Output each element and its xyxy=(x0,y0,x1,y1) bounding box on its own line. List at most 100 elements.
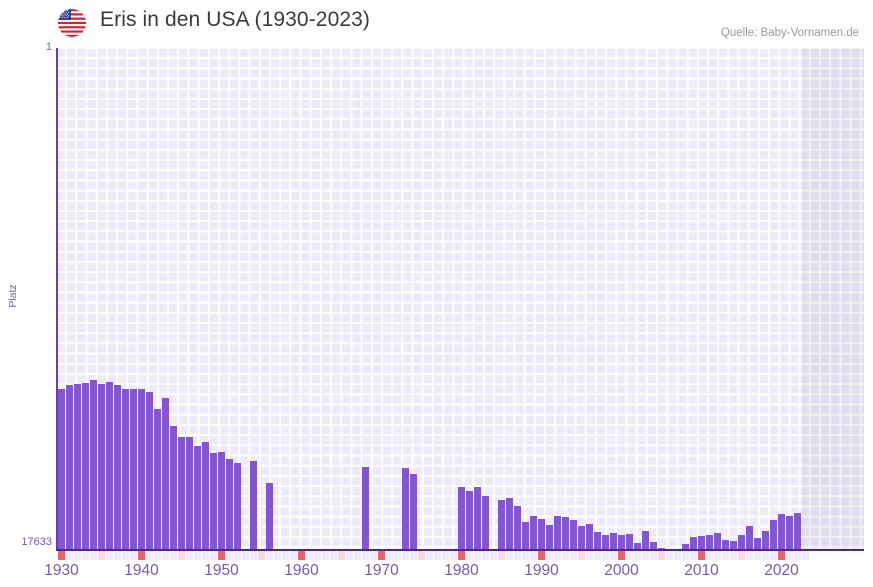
x-tick-1956 xyxy=(266,551,273,560)
bar-1989[interactable] xyxy=(530,516,537,550)
x-axis-label-1990: 1990 xyxy=(524,562,559,579)
bar-1936[interactable] xyxy=(106,382,113,550)
bar-2012[interactable] xyxy=(714,533,721,550)
bar-1973[interactable] xyxy=(402,468,409,550)
bar-1949[interactable] xyxy=(210,453,217,550)
x-tick-2023 xyxy=(802,551,809,560)
bar-1999[interactable] xyxy=(610,533,617,550)
bar-1998[interactable] xyxy=(602,535,609,550)
bar-1933[interactable] xyxy=(82,383,89,550)
bar-1935[interactable] xyxy=(98,384,105,550)
bar-1931[interactable] xyxy=(66,385,73,550)
bar-1945[interactable] xyxy=(178,437,185,550)
bar-1938[interactable] xyxy=(122,389,129,550)
bar-2018[interactable] xyxy=(762,531,769,550)
bar-1986[interactable] xyxy=(506,498,513,550)
bar-1956[interactable] xyxy=(266,483,273,550)
x-axis-label-1940: 1940 xyxy=(124,562,159,579)
bar-1954[interactable] xyxy=(250,461,257,550)
x-tick-2004 xyxy=(650,551,657,560)
x-tick-1985 xyxy=(498,551,505,560)
x-tick-1970 xyxy=(378,551,385,560)
bar-1995[interactable] xyxy=(578,526,585,550)
bar-1937[interactable] xyxy=(114,385,121,550)
bar-1988[interactable] xyxy=(522,522,529,550)
bar-2011[interactable] xyxy=(706,535,713,550)
x-axis-label-1970: 1970 xyxy=(364,562,399,579)
bar-1934[interactable] xyxy=(90,380,97,550)
bar-1981[interactable] xyxy=(466,491,473,550)
x-tick-1961 xyxy=(306,551,313,560)
bar-1985[interactable] xyxy=(498,500,505,550)
x-tick-1951 xyxy=(226,551,233,560)
x-tick-2000 xyxy=(618,551,625,560)
bar-2014[interactable] xyxy=(730,541,737,550)
bar-1974[interactable] xyxy=(410,474,417,550)
x-tick-1997 xyxy=(594,551,601,560)
bar-2016[interactable] xyxy=(746,526,753,550)
bar-2002[interactable] xyxy=(634,543,641,550)
bar-1951[interactable] xyxy=(226,459,233,550)
bar-1940[interactable] xyxy=(138,389,145,550)
bar-1987[interactable] xyxy=(514,506,521,550)
bar-1932[interactable] xyxy=(74,384,81,550)
x-tick-1932 xyxy=(74,551,81,560)
x-tick-1934 xyxy=(90,551,97,560)
bar-1944[interactable] xyxy=(170,426,177,550)
bar-1993[interactable] xyxy=(562,517,569,550)
bar-2015[interactable] xyxy=(738,535,745,550)
x-tick-2006 xyxy=(666,551,673,560)
bar-1982[interactable] xyxy=(474,487,481,550)
x-tick-1995 xyxy=(578,551,585,560)
bar-2021[interactable] xyxy=(786,516,793,550)
x-tick-1950 xyxy=(218,551,225,560)
us-flag-icon xyxy=(58,9,86,37)
x-tick-1933 xyxy=(82,551,89,560)
bar-1990[interactable] xyxy=(538,519,545,550)
x-tick-1999 xyxy=(610,551,617,560)
bar-2009[interactable] xyxy=(690,537,697,550)
bar-2013[interactable] xyxy=(722,540,729,550)
x-tick-1980 xyxy=(458,551,465,560)
bar-1946[interactable] xyxy=(186,437,193,550)
x-tick-1969 xyxy=(370,551,377,560)
bar-1947[interactable] xyxy=(194,446,201,550)
bar-2017[interactable] xyxy=(754,538,761,550)
bar-2010[interactable] xyxy=(698,536,705,550)
bar-1952[interactable] xyxy=(234,463,241,550)
bar-1942[interactable] xyxy=(154,409,161,550)
x-tick-1962 xyxy=(314,551,321,560)
bar-1930[interactable] xyxy=(58,389,65,550)
bar-1994[interactable] xyxy=(570,520,577,550)
bar-2022[interactable] xyxy=(794,513,801,550)
bar-1941[interactable] xyxy=(146,392,153,550)
x-axis-tick-strip xyxy=(56,551,864,560)
bar-1992[interactable] xyxy=(554,516,561,550)
x-tick-2009 xyxy=(690,551,697,560)
bar-1997[interactable] xyxy=(594,532,601,550)
x-tick-1975 xyxy=(418,551,425,560)
bar-1948[interactable] xyxy=(202,442,209,550)
bar-2004[interactable] xyxy=(650,542,657,550)
bar-2019[interactable] xyxy=(770,520,777,550)
bar-1996[interactable] xyxy=(586,524,593,550)
bar-1939[interactable] xyxy=(130,389,137,550)
bar-1980[interactable] xyxy=(458,487,465,550)
x-tick-1971 xyxy=(386,551,393,560)
bar-2020[interactable] xyxy=(778,514,785,550)
bar-1950[interactable] xyxy=(218,452,225,550)
bar-2000[interactable] xyxy=(618,535,625,550)
bar-2001[interactable] xyxy=(626,534,633,550)
x-tick-1957 xyxy=(274,551,281,560)
x-tick-2021 xyxy=(786,551,793,560)
x-tick-2019 xyxy=(770,551,777,560)
bar-2003[interactable] xyxy=(642,531,649,550)
bar-2008[interactable] xyxy=(682,544,689,550)
x-tick-1973 xyxy=(402,551,409,560)
x-tick-1955 xyxy=(258,551,265,560)
bar-1983[interactable] xyxy=(482,496,489,550)
bar-1991[interactable] xyxy=(546,525,553,550)
bar-1943[interactable] xyxy=(162,398,169,550)
bar-1968[interactable] xyxy=(362,467,369,550)
x-tick-2016 xyxy=(746,551,753,560)
